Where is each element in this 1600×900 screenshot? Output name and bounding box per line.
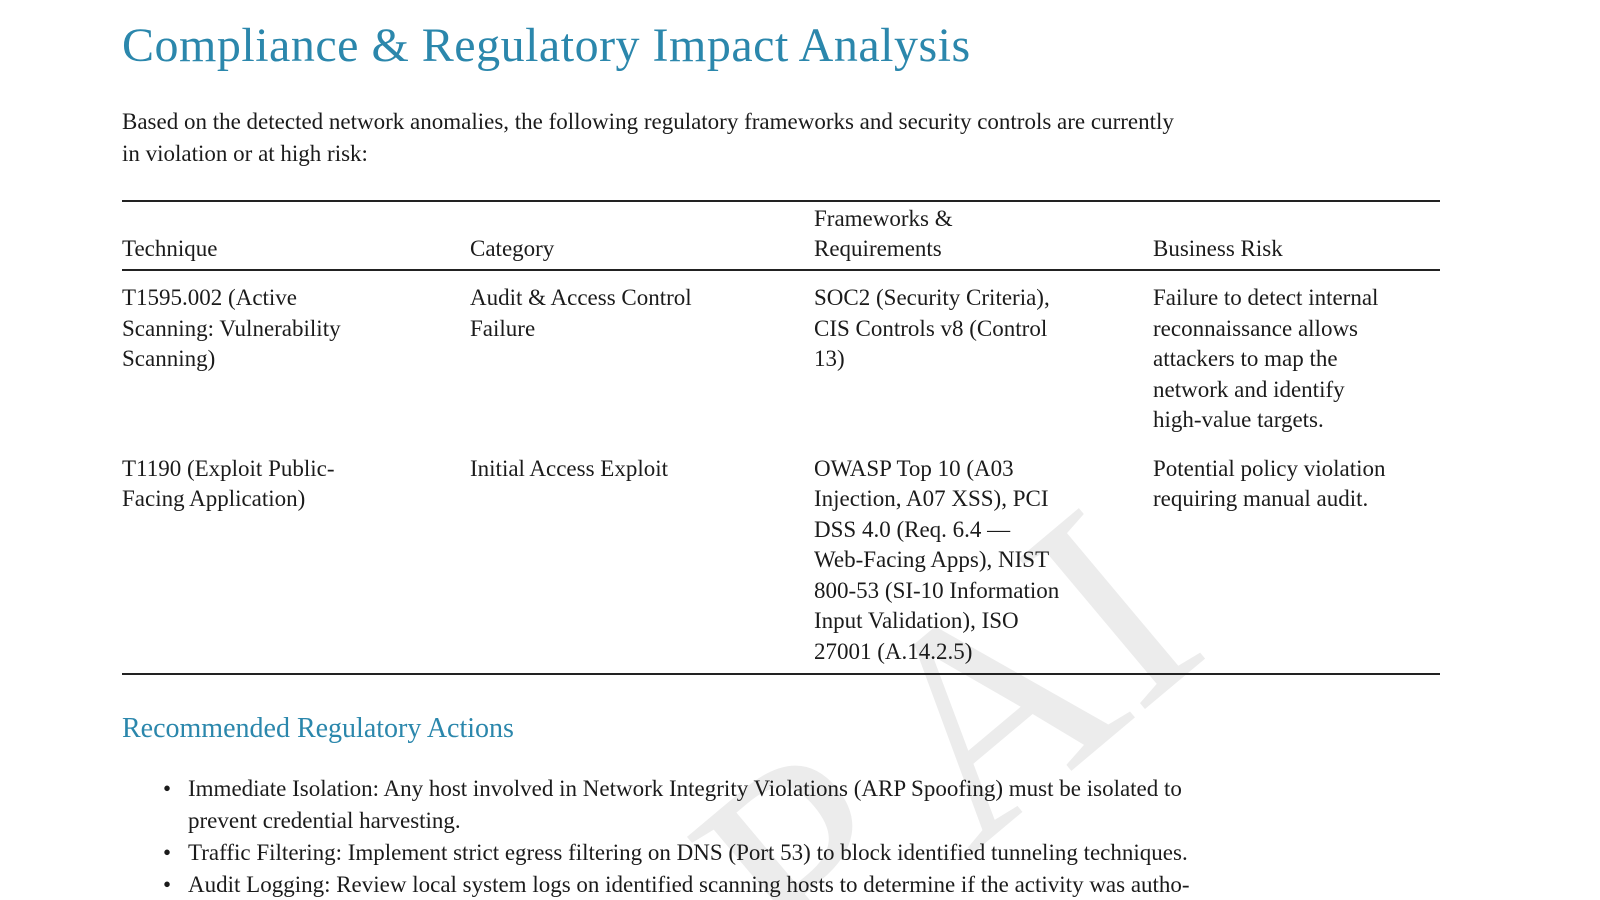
compliance-table: Technique Category Frameworks & Requirem…: [122, 200, 1440, 675]
cell-category: Initial Access Exploit: [470, 455, 669, 481]
cell-frameworks: OWASP Top 10 (A03 Injection, A07 XSS), P…: [814, 455, 1060, 664]
table-header-row: Technique Category Frameworks & Requirem…: [122, 201, 1440, 271]
section-heading-recommended-actions: Recommended Regulatory Actions: [122, 713, 514, 744]
list-item: Traffic Filtering: Implement strict egre…: [163, 837, 1440, 869]
column-header-business-risk: Business Risk: [1153, 201, 1440, 271]
cell-business-risk: Potential policy violation requiring man…: [1153, 455, 1386, 512]
cell-frameworks: SOC2 (Security Criteria), CIS Controls v…: [814, 285, 1050, 371]
column-header-technique: Technique: [122, 201, 470, 271]
table-row: T1190 (Exploit Public- Facing Applicatio…: [122, 442, 1440, 675]
page-title: Compliance & Regulatory Impact Analysis: [122, 19, 971, 72]
column-header-frameworks: Frameworks & Requirements: [814, 201, 1153, 271]
cell-business-risk: Failure to detect internal reconnaissanc…: [1153, 285, 1379, 432]
column-header-category: Category: [470, 201, 814, 271]
intro-paragraph: Based on the detected network anomalies,…: [122, 109, 1174, 166]
cell-technique: T1595.002 (Active Scanning: Vulnerabilit…: [122, 285, 341, 371]
actions-list: Immediate Isolation: Any host involved i…: [122, 773, 1440, 900]
table-row: T1595.002 (Active Scanning: Vulnerabilit…: [122, 270, 1440, 442]
list-item: Audit Logging: Review local system logs …: [163, 869, 1440, 900]
cell-category: Audit & Access Control Failure: [470, 285, 692, 341]
list-item: Immediate Isolation: Any host involved i…: [163, 773, 1440, 837]
cell-technique: T1190 (Exploit Public- Facing Applicatio…: [122, 455, 335, 512]
